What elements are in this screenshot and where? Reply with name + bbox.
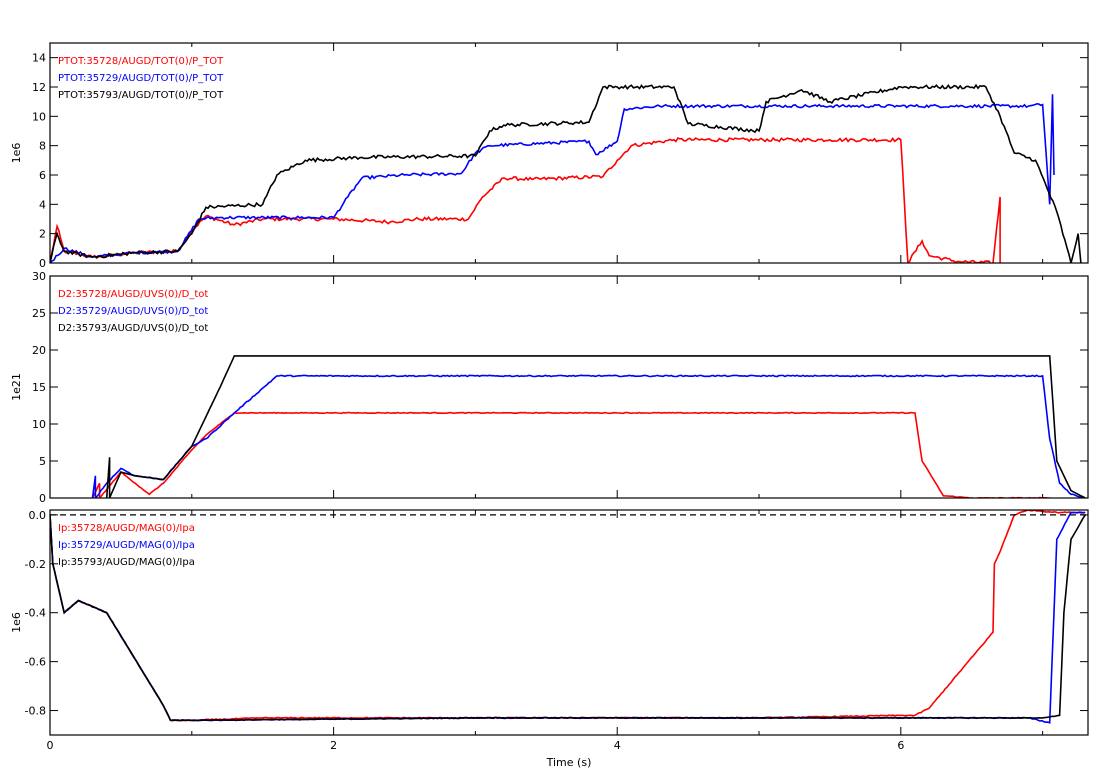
panel-3-xtick-label: 6: [897, 739, 904, 752]
panel-3-legend-entry-3: Ip:35793/AUGD/MAG(0)/Ipa: [58, 557, 195, 568]
panel-2-legend-entry-2: D2:35729/AUGD/UVS(0)/D_tot: [58, 306, 208, 317]
panel-1-ytick-label: 0: [39, 257, 46, 270]
panel-3-legend-entry-2: Ip:35729/AUGD/MAG(0)/Ipa: [58, 540, 195, 551]
panel-1-frame: [49, 42, 1089, 264]
panel-1-ytick-label: 10: [32, 110, 46, 123]
panel-2-ytick-label: 15: [32, 381, 46, 394]
panel-3-legend-entry-1: Ip:35728/AUGD/MAG(0)/Ipa: [58, 523, 195, 534]
panel-3-series-3-line: [50, 514, 1086, 722]
panel-3-ytick-label: 0.0: [29, 509, 47, 522]
panel-1-series-1-line: [50, 136, 1001, 263]
panel-3-ylabel: 1e6: [10, 612, 23, 633]
panel-2-series-2-line: [91, 374, 1086, 498]
panel-1-ytick-label: 6: [39, 169, 46, 182]
panel-3-ytick-label: -0.8: [25, 705, 46, 718]
panel-1-legend-entry-1: PTOT:35728/AUGD/TOT(0)/P_TOT: [58, 56, 224, 67]
panel-1-ytick-label: 2: [39, 228, 46, 241]
panel-1-series-3-line: [50, 83, 1082, 263]
panel-1-ytick-label: 12: [32, 81, 46, 94]
panel-1-ytick-label: 14: [32, 52, 46, 65]
panel-2-ytick-label: 0: [39, 492, 46, 505]
panel-2-ytick-label: 10: [32, 418, 46, 431]
panel-1-ylabel: 1e6: [10, 143, 23, 164]
panel-2-ytick-label: 25: [32, 307, 46, 320]
panel-1-legend-entry-2: PTOT:35729/AUGD/TOT(0)/P_TOT: [58, 73, 224, 84]
panel-3-ytick-label: -0.4: [25, 607, 46, 620]
panel-1-legend-entry-3: PTOT:35793/AUGD/TOT(0)/P_TOT: [58, 90, 224, 101]
panel-3-ytick-label: -0.2: [25, 558, 46, 571]
panel-3-xtick-label: 4: [614, 739, 621, 752]
panel-3-ytick-label: -0.6: [25, 656, 46, 669]
panel-2-ytick-label: 5: [39, 455, 46, 468]
panel-2-legend-entry-3: D2:35793/AUGD/UVS(0)/D_tot: [58, 323, 208, 334]
panel-2-series-3-line: [105, 355, 1086, 498]
panel-3-xlabel: Time (s): [546, 756, 592, 769]
panel-3-xtick-label: 0: [47, 739, 54, 752]
panel-2-ylabel: 1e21: [10, 373, 23, 401]
panel-1-ytick-label: 4: [39, 198, 46, 211]
panel-1-ytick-label: 8: [39, 140, 46, 153]
panel-2-ytick-label: 20: [32, 344, 46, 357]
panel-2-ytick-label: 30: [32, 270, 46, 283]
panel-1-series-2-line: [50, 94, 1055, 263]
panel-2-legend-entry-1: D2:35728/AUGD/UVS(0)/D_tot: [58, 289, 208, 300]
panel-3-xtick-label: 2: [330, 739, 337, 752]
panel-3-frame: [49, 509, 1089, 736]
panel-2-series-1-line: [91, 411, 1050, 498]
